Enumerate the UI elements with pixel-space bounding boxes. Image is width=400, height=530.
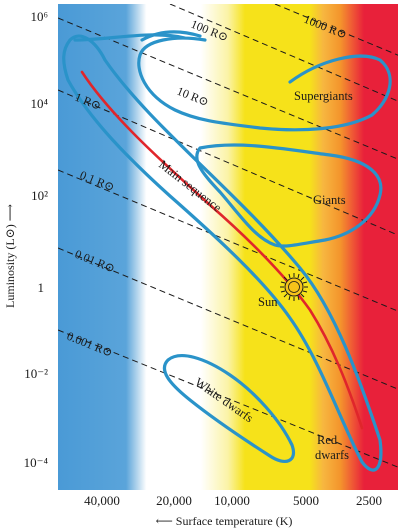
radius-line-100 [169, 4, 398, 102]
x-tick-label: 40,000 [84, 493, 120, 508]
main-sequence-band-outline [62, 34, 383, 472]
supergiants-outline [73, 33, 392, 132]
x-tick-label: 2500 [356, 493, 382, 508]
y-tick-label: 10² [31, 188, 48, 203]
red-dwarfs-label-line1: Red [317, 433, 338, 447]
y-tick-label: 10⁴ [30, 96, 48, 111]
y-axis-label: Luminosity (L⊙) ⟶ [3, 204, 17, 308]
x-axis-ticks: 40,000 20,000 10,000 5000 2500 [84, 493, 382, 508]
giants-outline [195, 143, 383, 248]
radius-line-0.01 [58, 247, 398, 390]
y-tick-label: 10⁻⁴ [24, 455, 49, 470]
radius-line-10 [58, 17, 398, 160]
red-dwarfs-label-line2: dwarfs [315, 448, 349, 462]
x-tick-label: 10,000 [214, 493, 250, 508]
y-tick-label: 1 [38, 280, 45, 295]
radius-line-0.001 [58, 329, 398, 468]
x-axis-label: ⟵ Surface temperature (K) [156, 514, 293, 528]
y-tick-label: 10⁻² [24, 366, 48, 381]
supergiants-label: Supergiants [294, 89, 353, 103]
sun-icon [280, 273, 308, 301]
x-tick-label: 5000 [293, 493, 319, 508]
giants-label: Giants [313, 193, 346, 207]
radius-line-0.1 [58, 169, 398, 312]
y-axis-ticks: 10⁶ 10⁴ 10² 1 10⁻² 10⁻⁴ [24, 9, 49, 470]
sun-label: Sun [258, 295, 278, 309]
supergiants-top-arc [140, 30, 202, 42]
x-tick-label: 20,000 [156, 493, 192, 508]
main-sequence-curve [80, 70, 364, 430]
white-dwarfs-outline [162, 354, 295, 463]
radius-line-1000 [274, 4, 398, 56]
y-tick-label: 10⁶ [30, 9, 48, 24]
